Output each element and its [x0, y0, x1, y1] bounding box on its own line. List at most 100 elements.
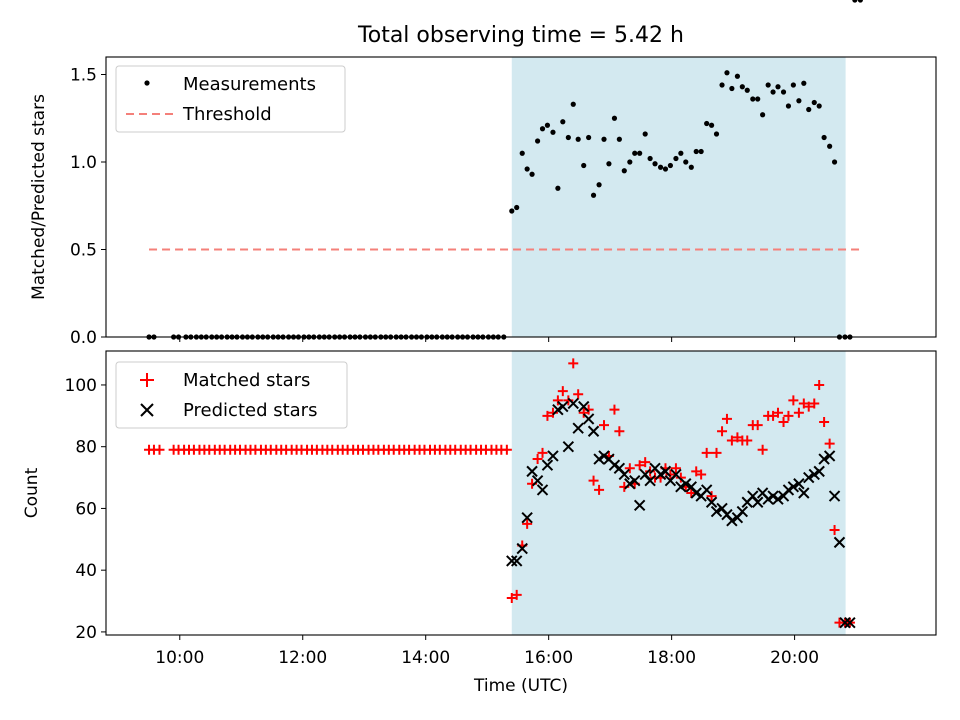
measurement-point [550, 129, 556, 135]
x-tick-label: 18:00 [647, 648, 696, 668]
bottom-legend: Matched stars Predicted stars [115, 361, 348, 429]
measurement-point [790, 82, 796, 88]
measurement-point [744, 87, 750, 93]
matched-star-point [819, 417, 830, 427]
matched-star-point [634, 460, 645, 471]
measurement-point [775, 84, 781, 90]
bottom-y-tick-label: 100 [65, 376, 97, 396]
top-y-tick-label: 1.5 [70, 66, 97, 86]
bottom-y-tick-label: 40 [75, 561, 97, 581]
measurement-point [724, 70, 730, 76]
matched-star-point [542, 410, 553, 421]
predicted-star-point [567, 397, 579, 410]
measurement-point [560, 119, 566, 125]
predicted-star-point [705, 496, 718, 508]
measurement-point [590, 192, 597, 198]
measurement-point [514, 204, 520, 211]
bottom-legend-box [115, 361, 348, 429]
predicted-star-point [670, 468, 682, 481]
predicted-star-point [557, 400, 569, 413]
measurement-point [729, 85, 735, 92]
matched-star-point [609, 404, 620, 415]
measurement-point [713, 131, 720, 137]
predicted-star-point [700, 484, 713, 496]
top-legend-box [115, 65, 346, 133]
matched-star-point [721, 413, 732, 424]
measurement-point [519, 150, 525, 156]
predicted-star-point [659, 465, 672, 478]
top-panel-frame [105, 56, 937, 338]
measurement-point [570, 101, 576, 107]
measurement-point [760, 112, 766, 118]
measurement-point [704, 120, 710, 127]
matched-star-point [803, 401, 814, 412]
predicted-star-point [839, 616, 851, 629]
predicted-star-point [562, 440, 575, 453]
matched-star-point [814, 379, 825, 390]
predicted-star-point [526, 465, 538, 478]
predicted-star-point [644, 474, 656, 487]
measurement-point [601, 136, 607, 142]
top-y-tick-label: 0.5 [70, 241, 97, 261]
measurement-point [806, 106, 812, 113]
legend-threshold-label: Threshold [182, 104, 272, 125]
measurement-point [642, 131, 648, 137]
predicted-star-point [813, 465, 825, 478]
measurement-point [637, 150, 643, 156]
measurement-point [509, 208, 515, 214]
matched-star-point [537, 447, 548, 458]
measurement-point [811, 99, 817, 106]
measurement-point [719, 82, 725, 88]
legend-matched-label: Matched stars [183, 370, 310, 391]
top-y-tick-label: 0.0 [70, 328, 97, 348]
matched-star-point [757, 444, 768, 455]
matched-star-point [640, 457, 651, 468]
predicted-star-point [803, 471, 815, 484]
predicted-star-point [521, 511, 533, 524]
measurement-point [662, 166, 669, 172]
bottom-y-tick-label: 80 [75, 438, 97, 458]
measurement-point [780, 89, 787, 95]
top-panel: 0.0 0.5 1.0 1.5 Matched/Predicted stars Mea… [29, 0, 937, 348]
bottom-panel: 20 40 60 80 100 10:00 12:00 14:00 16:00 18:00 20:… [22, 351, 937, 696]
measurement-point [565, 134, 571, 141]
matched-star-point [552, 395, 563, 406]
predicted-star-point [833, 536, 846, 549]
matched-star-point [522, 518, 533, 529]
predicted-star-point [506, 555, 518, 567]
matched-star-point [501, 444, 512, 455]
measurement-point [555, 185, 561, 191]
predicted-star-point [572, 422, 584, 434]
matched-star-point [154, 444, 165, 455]
measurement-point [801, 80, 807, 86]
matched-star-point [686, 488, 697, 498]
matched-star-point [711, 447, 722, 458]
measurement-point [739, 84, 745, 90]
matched-star-point [599, 420, 609, 431]
predicted-star-point [587, 425, 600, 437]
measurement-point [831, 159, 838, 165]
matched-star-point [614, 426, 625, 437]
observing-window-shade [511, 57, 846, 337]
x-tick-label: 10:00 [155, 648, 204, 668]
measurement-point [529, 171, 535, 177]
measurement-point [652, 161, 658, 167]
measurement-point [586, 134, 592, 141]
legend-matched-marker [140, 373, 154, 387]
measurement-point [693, 148, 699, 155]
x-tick-label: 12:00 [278, 648, 327, 668]
legend-predicted-marker [140, 403, 154, 417]
predicted-star-point [629, 474, 641, 487]
predicted-star-point [828, 490, 841, 502]
matched-star-point [824, 438, 835, 449]
matched-star-point [532, 454, 543, 465]
measurement-point [785, 103, 792, 109]
matched-star-point [783, 410, 794, 421]
predicted-star-point [536, 484, 549, 496]
matched-star-point [772, 407, 783, 418]
predicted-star-point [516, 542, 528, 555]
measurement-point [734, 73, 741, 79]
matched-star-point [665, 469, 676, 480]
predicted-star-point [531, 474, 544, 487]
